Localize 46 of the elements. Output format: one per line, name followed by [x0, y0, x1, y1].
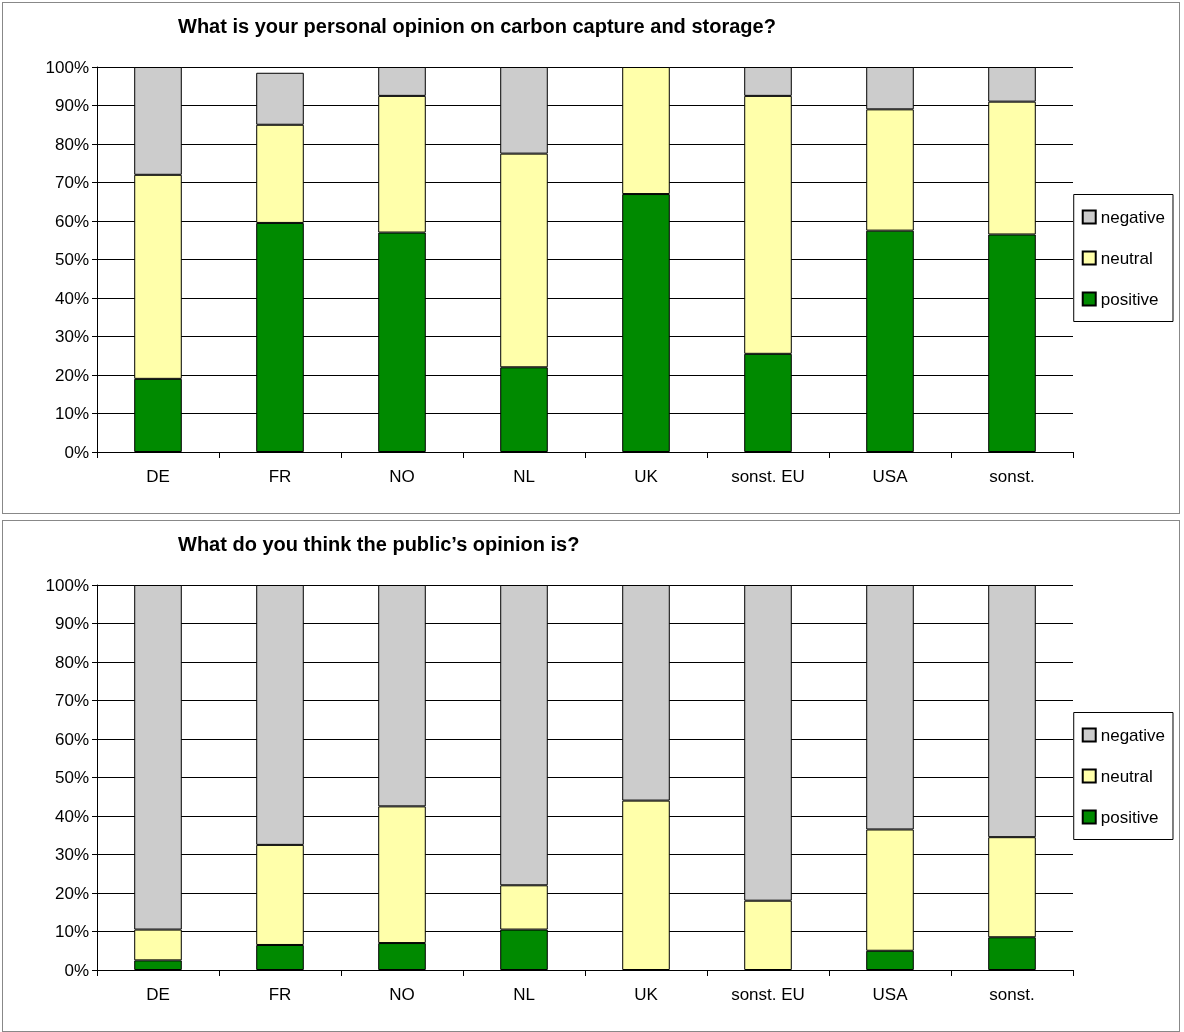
y-tick-label: 90%	[54, 614, 89, 633]
x-tick-label: DE	[146, 985, 170, 1004]
x-tick-label: NL	[513, 985, 535, 1004]
x-tick-label: UK	[634, 985, 659, 1004]
x-tick-label: sonst. EU	[731, 985, 805, 1004]
y-tick-label: 20%	[54, 365, 89, 385]
chart-title: What is your personal opinion on carbon capture and storage?	[178, 15, 776, 37]
x-tick-label: NO	[389, 467, 415, 486]
x-tick-label: sonst.	[989, 467, 1035, 486]
x-tick-label: USA	[872, 467, 909, 486]
y-tick-label: 30%	[54, 845, 89, 864]
y-tick-label: 90%	[54, 96, 89, 115]
x-tick-label: sonst. EU	[731, 467, 805, 486]
y-tick-label: 80%	[54, 652, 89, 672]
y-tick-label: 80%	[54, 134, 89, 154]
y-tick-label: 60%	[54, 729, 89, 749]
y-tick-label: 70%	[54, 173, 89, 192]
y-tick-label: 20%	[54, 883, 89, 903]
x-tick-label: NO	[389, 985, 415, 1004]
y-tick-label: 40%	[54, 288, 89, 308]
y-tick-label: 60%	[54, 211, 89, 231]
legend-label: negative	[1100, 725, 1166, 745]
x-tick-label: DE	[146, 467, 170, 486]
y-tick-label: 40%	[54, 806, 89, 826]
x-tick-label: UK	[634, 467, 659, 486]
y-tick-label: 30%	[54, 327, 89, 346]
legend-label: positive	[1100, 289, 1159, 309]
x-tick-label: FR	[268, 467, 292, 486]
y-tick-label: 10%	[54, 404, 89, 423]
y-tick-label: 10%	[54, 922, 89, 941]
x-tick-label: USA	[872, 985, 909, 1004]
y-tick-label: 50%	[54, 250, 89, 269]
legend-label: neutral	[1100, 766, 1153, 786]
y-tick-label: 70%	[54, 691, 89, 710]
y-tick-label: 100%	[45, 575, 89, 595]
chart-title: What do you think the public’s opinion is?	[178, 533, 580, 555]
y-tick-label: 50%	[54, 768, 89, 787]
y-tick-label: 0%	[64, 442, 89, 462]
x-tick-label: sonst.	[989, 985, 1035, 1004]
x-tick-label: FR	[268, 985, 292, 1004]
legend-label: neutral	[1100, 248, 1153, 268]
y-tick-label: 0%	[64, 960, 89, 980]
y-tick-label: 100%	[45, 57, 89, 77]
legend-label: positive	[1100, 807, 1159, 827]
x-tick-label: NL	[513, 467, 535, 486]
legend-label: negative	[1100, 207, 1166, 227]
